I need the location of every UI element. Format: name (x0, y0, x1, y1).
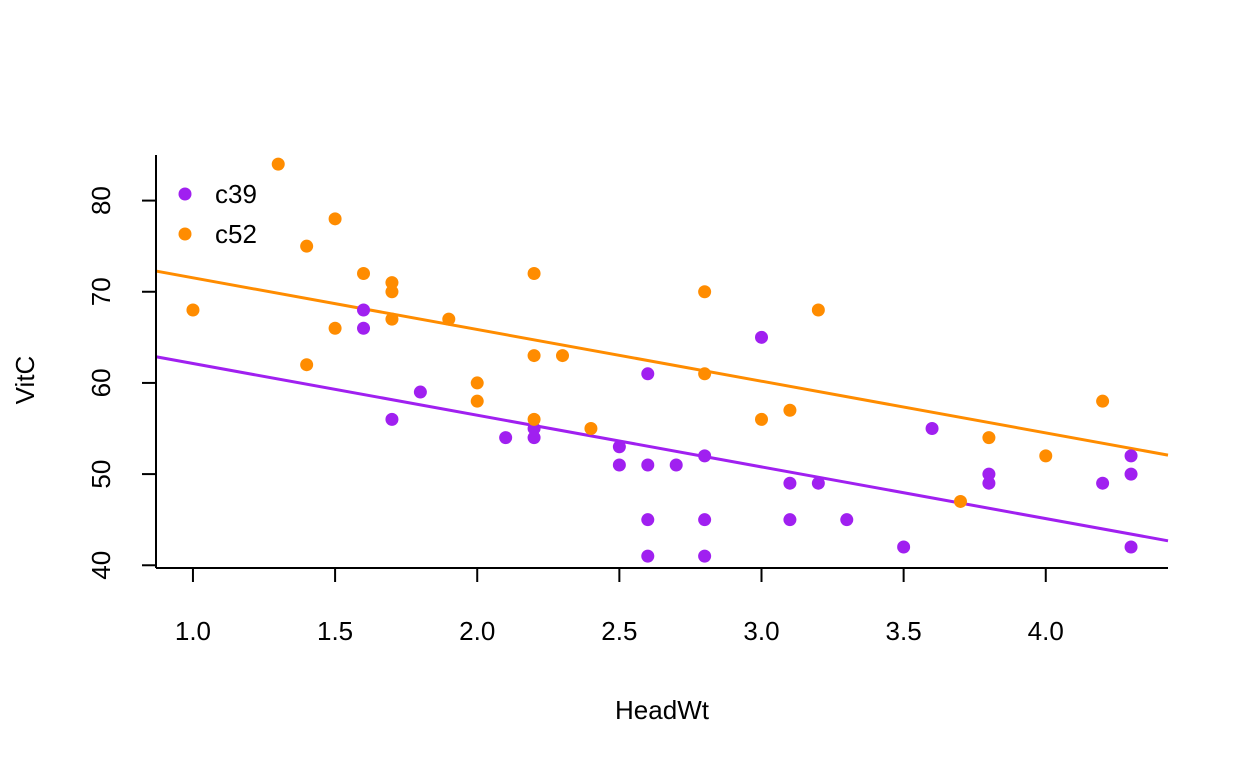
data-point-c39 (840, 513, 854, 527)
data-point-c39 (527, 422, 541, 436)
data-point-c52 (783, 403, 797, 417)
data-point-c52 (470, 376, 484, 390)
y-tick-label: 40 (86, 551, 116, 580)
data-point-c52 (698, 367, 712, 381)
y-axis-title: VitC (10, 356, 40, 405)
y-tick-label: 70 (86, 277, 116, 306)
data-point-c52 (186, 303, 200, 317)
data-point-c39 (783, 476, 797, 490)
data-point-c39 (1124, 540, 1138, 554)
data-point-c39 (385, 412, 399, 426)
data-point-c39 (982, 467, 996, 481)
data-point-c52 (328, 321, 342, 335)
data-point-c52 (527, 267, 541, 281)
fit-line-c39 (155, 355, 1169, 543)
y-tick-label: 60 (86, 368, 116, 397)
data-point-c39 (641, 549, 655, 563)
data-point-c52 (357, 267, 371, 281)
data-point-c39 (499, 431, 513, 445)
data-point-c39 (413, 385, 427, 399)
legend: c39 c52 (178, 179, 257, 249)
y-tick-label: 80 (86, 186, 116, 215)
data-point-c39 (698, 513, 712, 527)
data-point-c52 (527, 349, 541, 363)
data-point-c39 (357, 321, 371, 335)
data-point-c39 (698, 549, 712, 563)
data-point-c52 (754, 412, 768, 426)
x-axis-title: HeadWt (615, 695, 710, 725)
data-point-c39 (982, 476, 996, 490)
data-point-c39 (1096, 476, 1110, 490)
data-point-c52 (385, 276, 399, 290)
x-tick-label: 1.0 (175, 616, 211, 646)
data-point-c39 (527, 431, 541, 445)
data-point-c39 (1124, 449, 1138, 463)
x-tick-label: 4.0 (1028, 616, 1064, 646)
x-tick-label: 2.0 (459, 616, 495, 646)
data-point-c52 (328, 212, 342, 226)
legend-marker-c52 (178, 227, 192, 241)
fit-lines (155, 269, 1169, 543)
legend-label-c39: c39 (215, 179, 257, 209)
data-point-c39 (1124, 467, 1138, 481)
data-point-c52 (300, 239, 314, 253)
data-point-c52 (1096, 394, 1110, 408)
data-point-c52 (527, 412, 541, 426)
x-axis-ticks: 1.0 1.5 2.0 2.5 3.0 3.5 4.0 (175, 568, 1064, 646)
fit-line-c52 (155, 269, 1169, 457)
data-point-c52 (470, 394, 484, 408)
data-point-c39 (641, 367, 655, 381)
data-point-c52 (271, 157, 285, 171)
data-point-c52 (811, 303, 825, 317)
data-point-c39 (783, 513, 797, 527)
y-tick-label: 50 (86, 460, 116, 489)
data-point-c39 (669, 458, 683, 472)
x-tick-label: 3.5 (886, 616, 922, 646)
data-point-c39 (641, 458, 655, 472)
data-point-c52 (584, 422, 598, 436)
y-axis-ticks: 40 50 60 70 80 (86, 186, 156, 580)
data-point-c52 (442, 312, 456, 326)
legend-label-c52: c52 (215, 219, 257, 249)
data-point-c39 (612, 458, 626, 472)
data-point-c39 (811, 476, 825, 490)
data-point-c52 (385, 312, 399, 326)
x-tick-label: 1.5 (317, 616, 353, 646)
data-point-c39 (698, 449, 712, 463)
data-point-c39 (641, 513, 655, 527)
data-point-c52 (385, 285, 399, 299)
legend-marker-c39 (178, 187, 192, 201)
data-point-c52 (698, 285, 712, 299)
data-point-c52 (300, 358, 314, 372)
data-point-c52 (953, 494, 967, 508)
data-point-c52 (1039, 449, 1053, 463)
data-point-c39 (612, 440, 626, 454)
data-point-c39 (925, 422, 939, 436)
data-point-c39 (754, 330, 768, 344)
data-point-c39 (357, 303, 371, 317)
data-point-c52 (556, 349, 570, 363)
data-points (186, 157, 1138, 563)
data-point-c52 (982, 431, 996, 445)
data-point-c39 (897, 540, 911, 554)
x-tick-label: 3.0 (743, 616, 779, 646)
x-tick-label: 2.5 (601, 616, 637, 646)
